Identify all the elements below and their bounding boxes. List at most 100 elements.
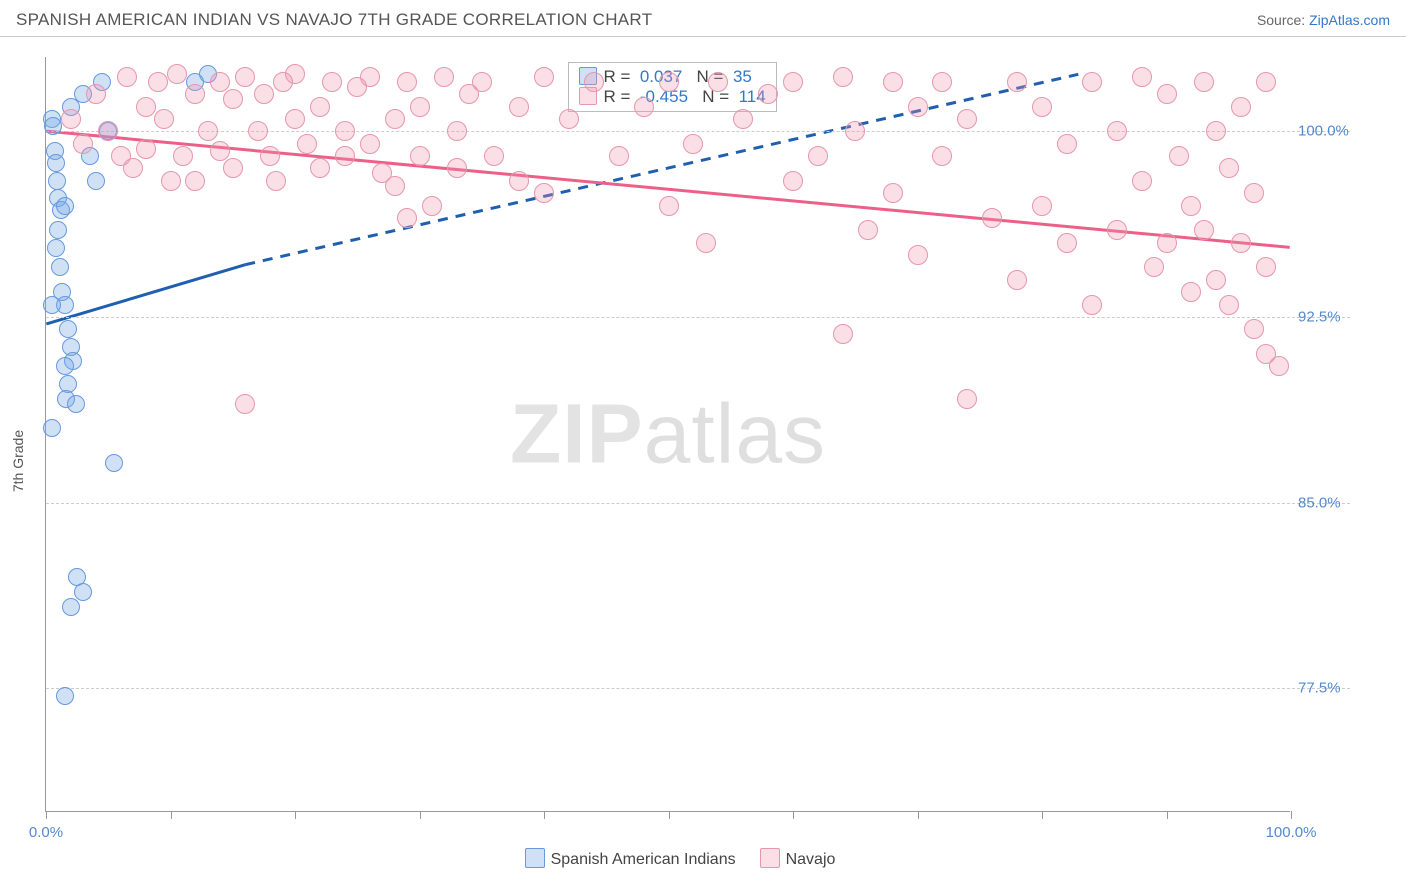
y-tick-label: 77.5% [1298, 680, 1358, 697]
data-point-b [833, 324, 853, 344]
data-point-b [310, 97, 330, 117]
legend-swatch [760, 848, 780, 868]
legend-series-label: Navajo [786, 851, 836, 868]
data-point-b [285, 64, 305, 84]
y-tick-label: 100.0% [1298, 123, 1358, 140]
data-point-b [1032, 196, 1052, 216]
data-point-b [858, 220, 878, 240]
gridline [46, 688, 1350, 689]
data-point-b [410, 146, 430, 166]
data-point-b [1007, 270, 1027, 290]
data-point-b [758, 84, 778, 104]
data-point-b [285, 109, 305, 129]
x-tick [1042, 811, 1043, 819]
data-point-b [360, 67, 380, 87]
data-point-b [136, 139, 156, 159]
data-point-b [1269, 356, 1289, 376]
data-point-b [845, 121, 865, 141]
data-point-b [447, 121, 467, 141]
data-point-b [1256, 72, 1276, 92]
x-tick [171, 811, 172, 819]
x-tick-label: 0.0% [29, 824, 63, 841]
data-point-b [484, 146, 504, 166]
y-axis-label: 7th Grade [10, 430, 26, 492]
data-point-b [167, 64, 187, 84]
data-point-b [1181, 196, 1201, 216]
data-point-b [534, 67, 554, 87]
data-point-b [198, 121, 218, 141]
data-point-b [434, 67, 454, 87]
data-point-b [708, 72, 728, 92]
gridline [46, 317, 1350, 318]
data-point-b [235, 67, 255, 87]
gridline [46, 131, 1350, 132]
data-point-b [883, 183, 903, 203]
x-tick [669, 811, 670, 819]
data-point-b [509, 97, 529, 117]
trend-line [46, 131, 1289, 247]
data-point-b [335, 121, 355, 141]
chart-header: SPANISH AMERICAN INDIAN VS NAVAJO 7TH GR… [0, 0, 1406, 37]
data-point-b [932, 146, 952, 166]
data-point-b [509, 171, 529, 191]
trend-line [46, 265, 245, 324]
data-point-b [1007, 72, 1027, 92]
data-point-b [1057, 134, 1077, 154]
data-point-a [59, 320, 77, 338]
data-point-b [883, 72, 903, 92]
data-point-a [43, 419, 61, 437]
data-point-b [1057, 233, 1077, 253]
data-point-b [397, 72, 417, 92]
data-point-b [634, 97, 654, 117]
y-tick-label: 85.0% [1298, 494, 1358, 511]
data-point-b [982, 208, 1002, 228]
data-point-b [808, 146, 828, 166]
data-point-a [43, 296, 61, 314]
data-point-b [1206, 121, 1226, 141]
data-point-b [908, 97, 928, 117]
data-point-a [105, 454, 123, 472]
data-point-b [260, 146, 280, 166]
data-point-b [223, 89, 243, 109]
data-point-b [235, 394, 255, 414]
source-link[interactable]: ZipAtlas.com [1309, 12, 1390, 28]
data-point-b [1181, 282, 1201, 302]
data-point-b [932, 72, 952, 92]
series-legend: Spanish American IndiansNavajo [46, 848, 1290, 869]
data-point-b [397, 208, 417, 228]
legend-swatch [525, 848, 545, 868]
data-point-b [472, 72, 492, 92]
data-point-a [62, 598, 80, 616]
data-point-a [56, 687, 74, 705]
y-tick-label: 92.5% [1298, 308, 1358, 325]
data-point-b [783, 72, 803, 92]
data-point-b [248, 121, 268, 141]
data-point-b [210, 72, 230, 92]
source-label: Source: [1257, 12, 1305, 28]
plot-area: ZIPatlas R = 0.037 N = 35R = -0.455 N = … [45, 57, 1290, 812]
watermark-light: atlas [644, 387, 826, 481]
data-point-b [1032, 97, 1052, 117]
data-point-b [1206, 270, 1226, 290]
data-point-b [447, 158, 467, 178]
data-point-b [1231, 97, 1251, 117]
data-point-a [47, 239, 65, 257]
data-point-b [908, 245, 928, 265]
data-point-b [1144, 257, 1164, 277]
data-point-b [123, 158, 143, 178]
data-point-a [56, 197, 74, 215]
source-attribution: Source: ZipAtlas.com [1257, 12, 1390, 28]
data-point-b [98, 121, 118, 141]
data-point-b [1132, 171, 1152, 191]
data-point-b [385, 176, 405, 196]
n-value: 35 [733, 67, 752, 86]
x-tick [46, 811, 47, 819]
data-point-b [210, 141, 230, 161]
watermark-bold: ZIP [510, 387, 644, 481]
data-point-b [659, 72, 679, 92]
data-point-b [559, 109, 579, 129]
x-tick [544, 811, 545, 819]
data-point-b [154, 109, 174, 129]
data-point-b [410, 97, 430, 117]
data-point-b [659, 196, 679, 216]
